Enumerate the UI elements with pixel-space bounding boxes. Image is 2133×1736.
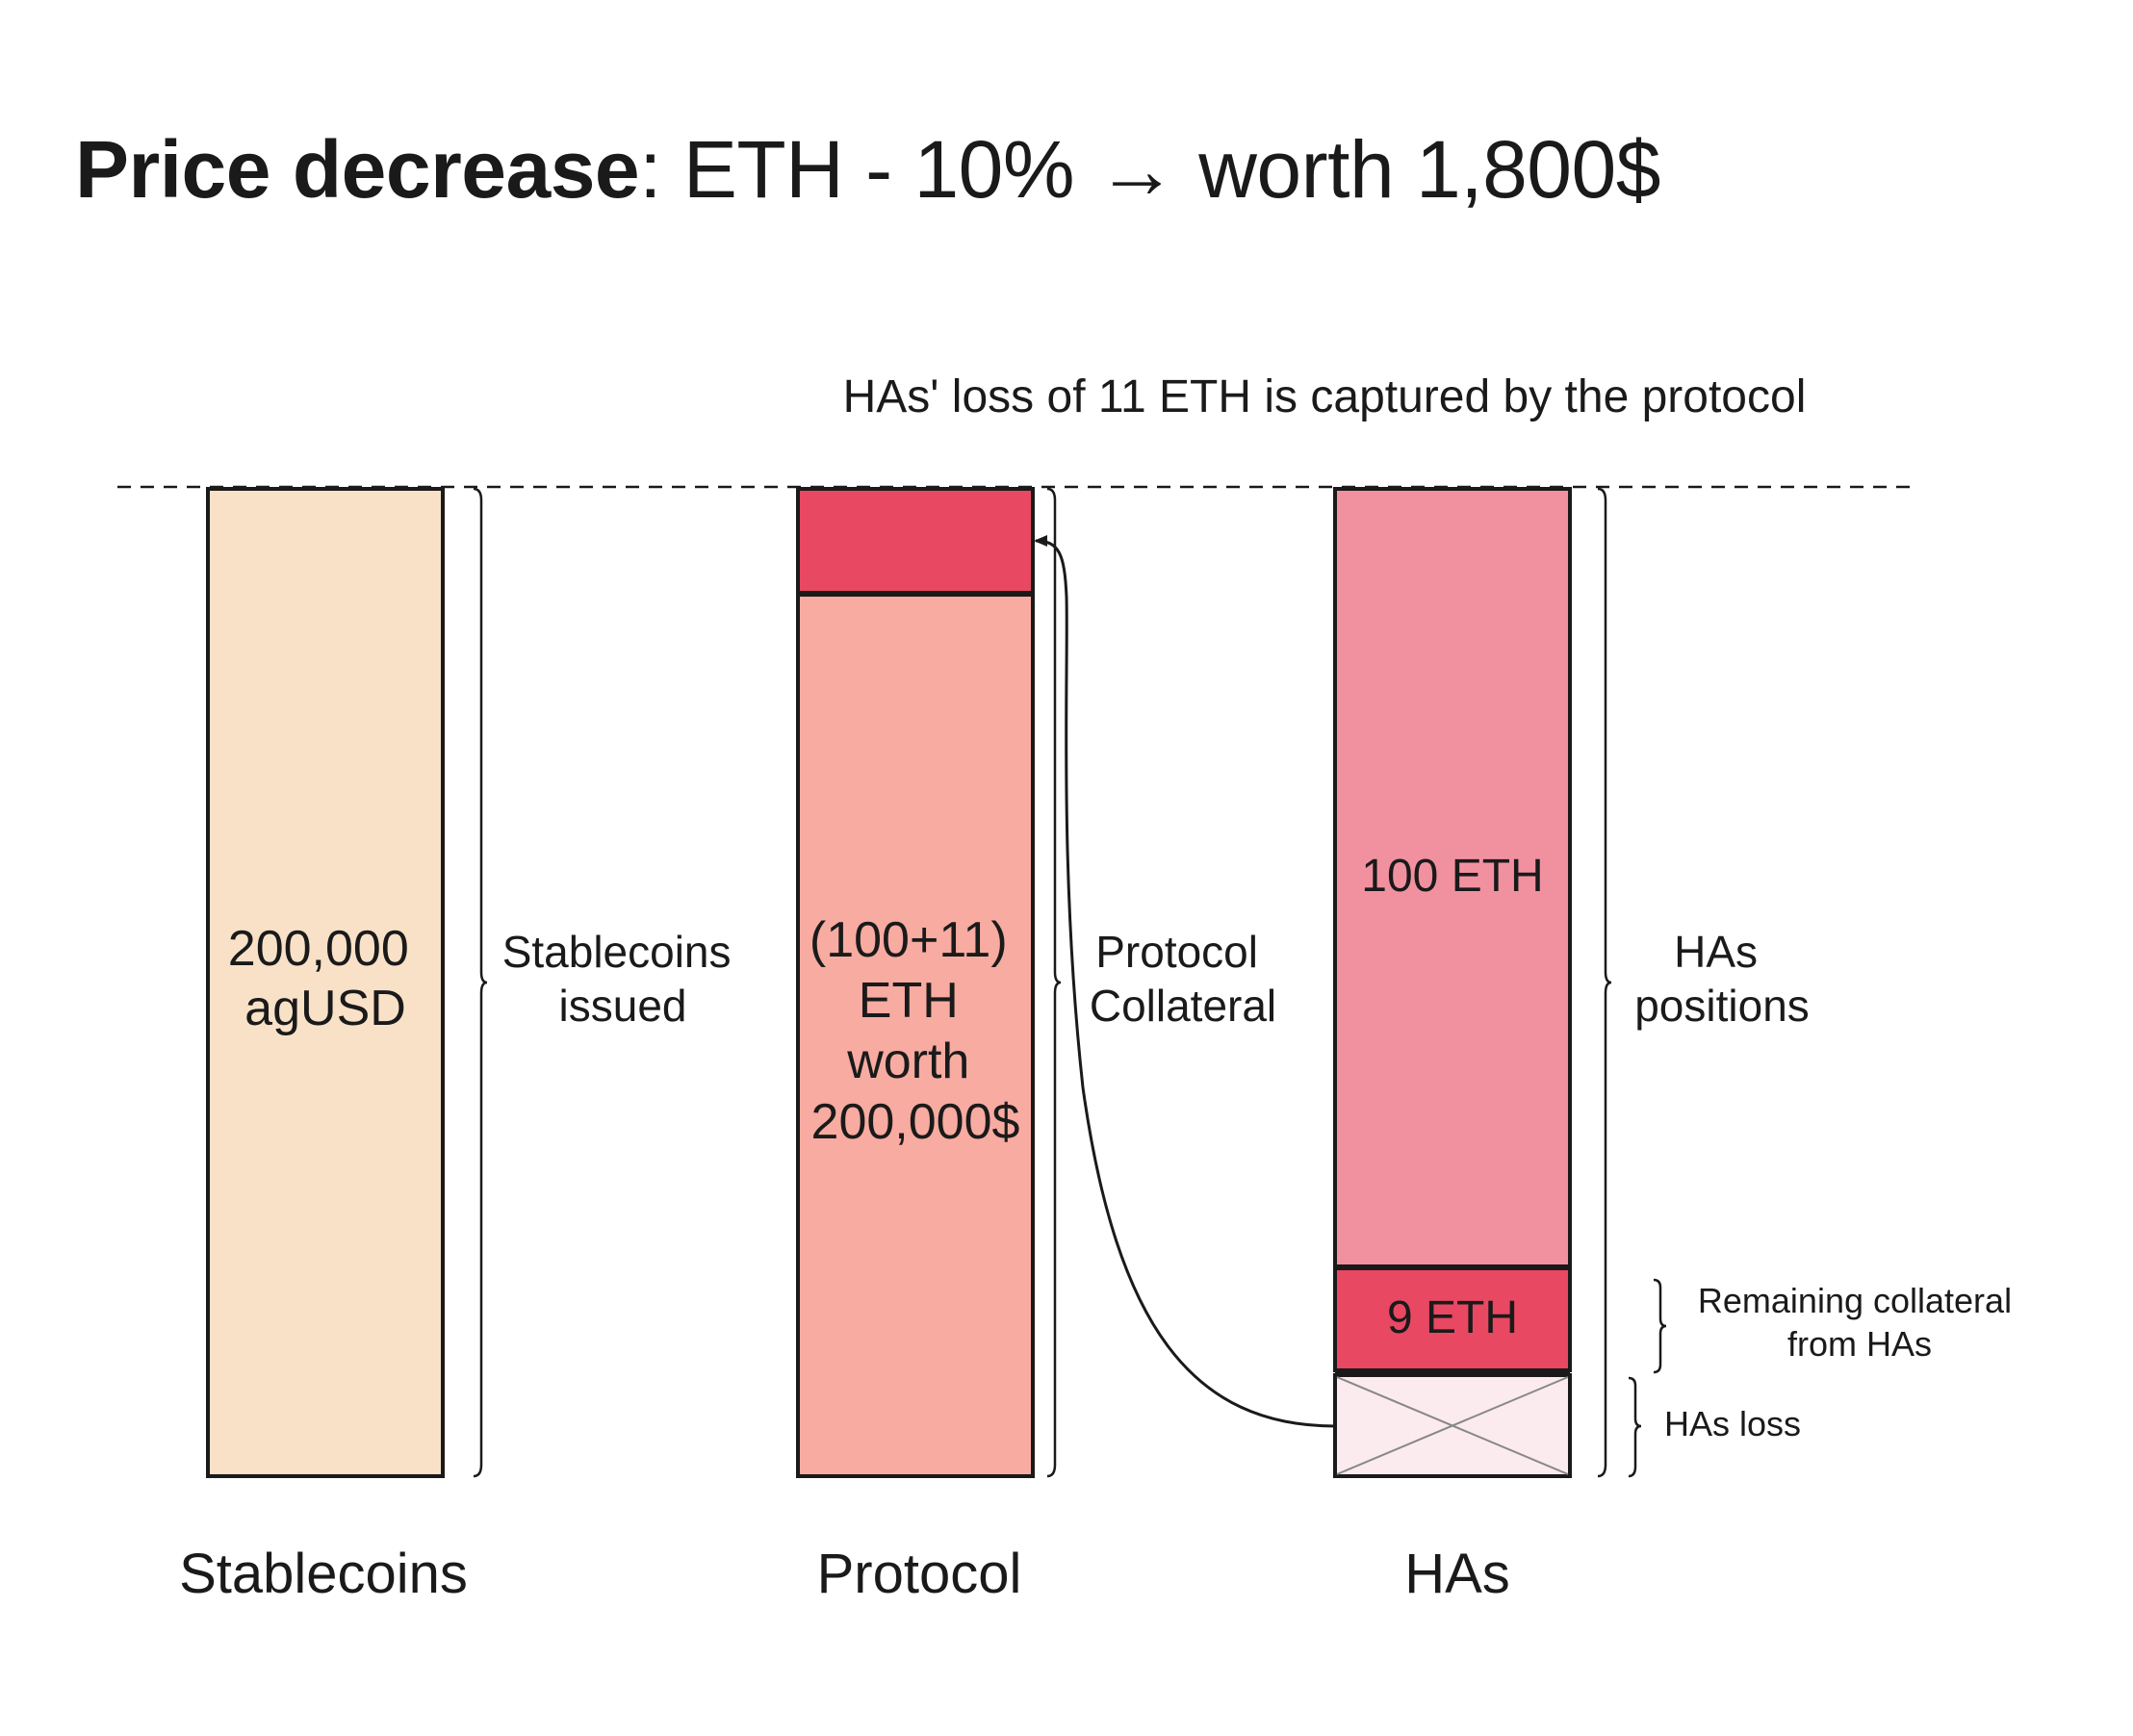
title-rest: : ETH - 10% → worth 1,800$ — [639, 124, 1660, 215]
has-remaining-segment — [1333, 1266, 1572, 1372]
page-title: Price decrease: ETH - 10% → worth 1,800$ — [75, 123, 1660, 217]
has-loss-brace-label: HAs loss — [1664, 1404, 1801, 1443]
has-positions-label: 100 ETH — [1361, 851, 1543, 902]
title-bold: Price decrease — [75, 124, 640, 215]
stablecoins-brace-label: Stablecoins issued — [502, 927, 744, 1031]
protocol-bar-label: (100+11) ETH worth 200,000$ — [810, 912, 1021, 1150]
protocol-brace-label: Protocol Collateral — [1090, 927, 1276, 1031]
has-remaining-brace-label: Remaining collateral from HAs — [1698, 1281, 2021, 1364]
has-positions-brace — [1597, 487, 1612, 1478]
protocol-brace — [1046, 487, 1062, 1478]
has-loss-brace — [1628, 1376, 1642, 1478]
has-remaining-brace — [1653, 1278, 1667, 1374]
stablecoins-brace — [473, 487, 488, 1478]
protocol-bar — [796, 487, 1035, 1478]
protocol-captured-segment — [796, 487, 1035, 595]
protocol-footer: Protocol — [817, 1543, 1022, 1605]
caption: HAs' loss of 11 ETH is captured by the p… — [843, 371, 1807, 422]
has-positions-brace-label: HAs positions — [1634, 927, 1810, 1031]
stablecoins-bar — [206, 487, 445, 1478]
stablecoins-footer: Stablecoins — [179, 1543, 468, 1605]
has-footer: HAs — [1404, 1543, 1510, 1605]
loss-captured-arrow — [1034, 535, 1336, 1428]
has-remaining-label: 9 ETH — [1387, 1292, 1518, 1343]
stablecoins-bar-label: 200,000 agUSD — [228, 921, 423, 1036]
has-loss-cross-b — [1336, 1376, 1569, 1475]
